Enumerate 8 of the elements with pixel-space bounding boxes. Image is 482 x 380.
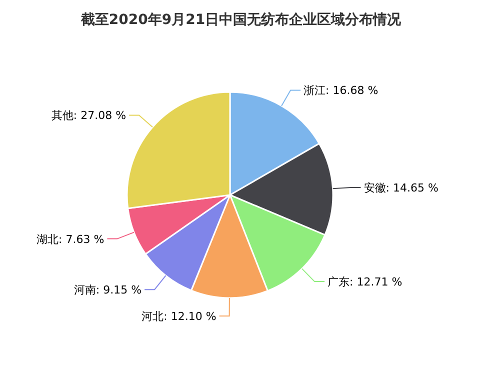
slice-label: 浙江: 16.68 % (304, 84, 378, 98)
slice-label: 河南: 9.15 % (74, 284, 142, 297)
slice-label: 广东: 12.71 % (328, 276, 402, 289)
slice-label: 河北: 12.10 % (142, 310, 216, 323)
slice-label: 其他: 27.08 % (51, 109, 126, 122)
slice-label: 安徽: 14.65 % (364, 181, 438, 194)
slice-label: 湖北: 7.63 % (36, 232, 104, 246)
chart-title: 截至2020年9月21日中国无纺布企业区域分布情况 (80, 11, 402, 28)
